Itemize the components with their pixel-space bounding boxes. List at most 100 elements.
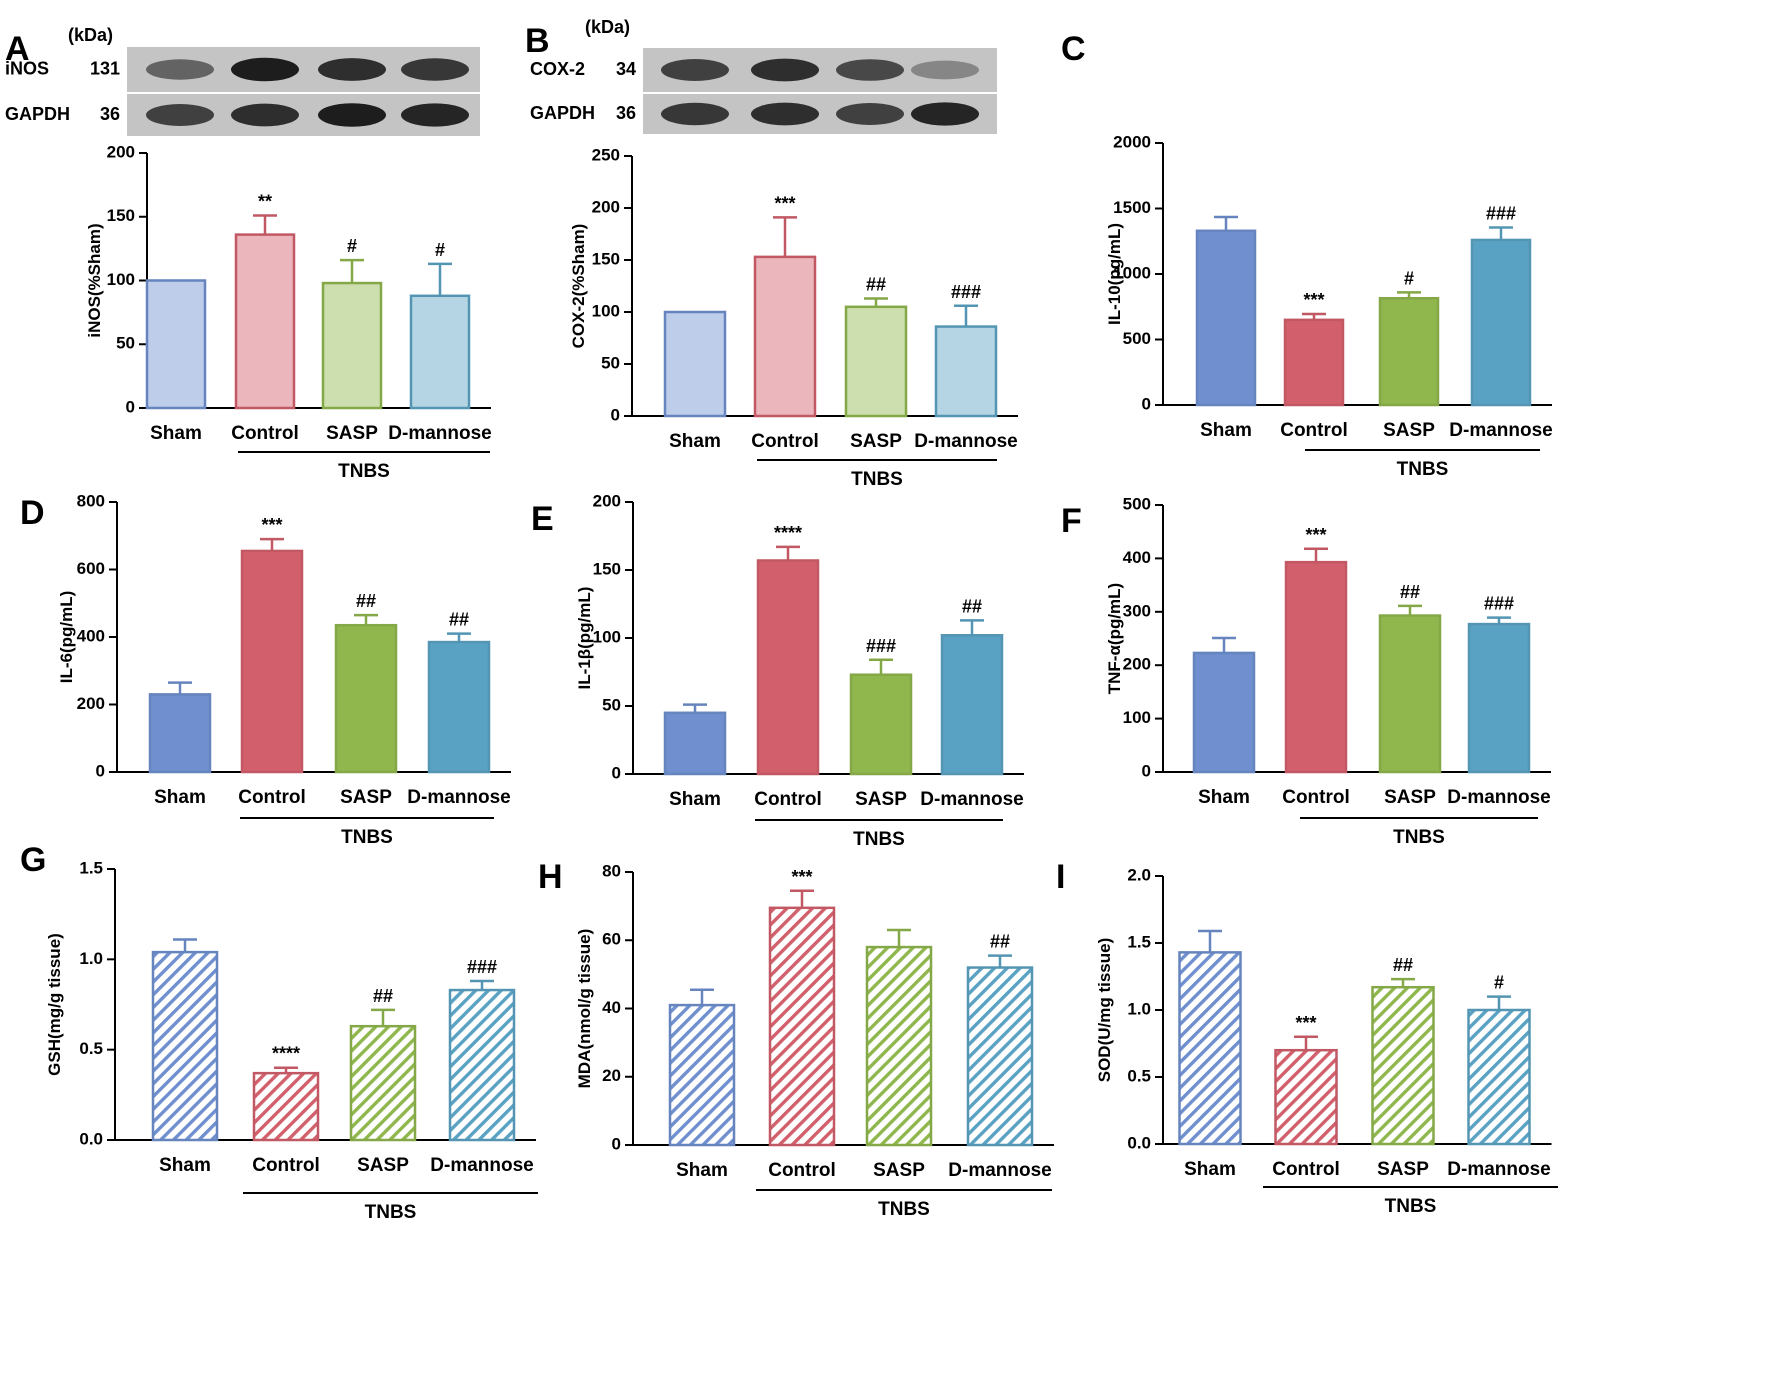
significance-label: ****: [774, 523, 802, 543]
bar-dmannose: [934, 325, 998, 418]
significance-label: #: [435, 240, 445, 260]
blot-band: [836, 59, 904, 81]
y-tick-label: 500: [1123, 329, 1151, 348]
panel-letter: B: [525, 22, 550, 60]
bar-sasp: [321, 281, 383, 410]
blot-kda-value: 131: [90, 58, 120, 78]
bar-control: [252, 1071, 320, 1142]
y-tick-label: 100: [592, 301, 620, 320]
bar-control: [1274, 1048, 1338, 1146]
blot-band: [146, 59, 214, 80]
blot-protein-name: COX-2: [530, 59, 585, 79]
x-tick-label: Sham: [150, 423, 202, 444]
significance-label: ##: [1393, 955, 1413, 975]
x-tick-label: D-mannose: [407, 787, 510, 808]
blot-band: [661, 59, 729, 81]
y-tick-label: 0.0: [79, 1129, 103, 1148]
x-tick-label: Sham: [669, 431, 721, 452]
significance-label: ###: [1486, 203, 1516, 223]
y-tick-label: 1.0: [1127, 999, 1151, 1018]
x-tick-label: Sham: [669, 789, 721, 810]
significance-label: #: [1404, 268, 1414, 288]
y-tick-label: 0.0: [1127, 1133, 1151, 1152]
y-tick-label: 0.5: [1127, 1066, 1151, 1085]
blot-band: [231, 103, 299, 127]
significance-label: ###: [866, 636, 896, 656]
significance-label: ***: [1305, 525, 1326, 545]
panel-c: C 0 500 1000 1500 2000 IL-10(pg/mL) Sham *** Cont…: [1061, 30, 1553, 480]
y-tick-label: 0: [1142, 394, 1151, 413]
blot-band: [836, 103, 904, 125]
x-tick-label: D-mannose: [1447, 787, 1550, 808]
x-tick-label: D-mannose: [388, 423, 491, 444]
significance-label: ***: [1295, 1013, 1316, 1033]
x-tick-label: Control: [751, 431, 819, 452]
y-tick-label: 1000: [1113, 263, 1151, 282]
blot-kda-value: 34: [616, 59, 636, 79]
significance-label: **: [258, 191, 272, 211]
y-tick-label: 60: [602, 930, 621, 949]
significance-label: ***: [774, 193, 795, 213]
significance-label: ##: [866, 274, 886, 294]
significance-label: ###: [1484, 594, 1514, 614]
y-tick-label: 400: [77, 626, 105, 645]
y-axis-title: TNF-α(pg/mL): [1105, 583, 1124, 694]
y-tick-label: 600: [77, 559, 105, 578]
y-tick-label: 150: [107, 206, 135, 225]
significance-label: ##: [373, 986, 393, 1006]
y-tick-label: 200: [77, 694, 105, 713]
y-tick-label: 150: [593, 559, 621, 578]
panel-b: B (kDa) COX-2 34 GAPDH 36 0 50 100 150 200 250 COX-2…: [525, 17, 1018, 490]
significance-label: ##: [449, 610, 469, 630]
y-axis-title: IL-10(pg/mL): [1105, 223, 1124, 325]
panel-letter: H: [538, 858, 563, 896]
y-tick-label: 500: [1123, 494, 1151, 513]
x-tick-label: Control: [1282, 787, 1350, 808]
y-tick-label: 800: [77, 491, 105, 510]
panel-g: G 0.0 0.5 1.0 1.5 GSH(mg/g tissue) Sham **** Con…: [20, 841, 538, 1223]
blot-band: [751, 102, 819, 126]
x-tick-label: SASP: [1383, 420, 1435, 441]
blot-kda-value: 36: [100, 104, 120, 124]
x-tick-label: SASP: [357, 1155, 409, 1176]
panel-letter: I: [1056, 858, 1065, 896]
panel-letter: A: [5, 30, 30, 68]
x-tick-label: Sham: [1198, 787, 1250, 808]
blot-band: [661, 102, 729, 126]
group-label: TNBS: [341, 827, 393, 848]
x-tick-label: Control: [231, 423, 299, 444]
blot-band: [146, 104, 214, 126]
blot-band: [401, 58, 469, 81]
y-tick-label: 0: [1142, 761, 1151, 780]
x-tick-label: Control: [252, 1155, 320, 1176]
x-tick-label: SASP: [1384, 787, 1436, 808]
panel-letter: F: [1061, 502, 1082, 540]
x-tick-label: D-mannose: [430, 1155, 533, 1176]
x-tick-label: SASP: [340, 787, 392, 808]
x-tick-label: Control: [1272, 1159, 1340, 1180]
y-tick-label: 200: [593, 491, 621, 510]
bar-sasp: [865, 945, 933, 1147]
significance-label: ****: [272, 1044, 300, 1064]
y-tick-label: 150: [592, 249, 620, 268]
group-label: TNBS: [365, 1202, 417, 1223]
panel-d: D 0 200 400 600 800 IL-6(pg/mL) Sham *** Control #…: [20, 491, 511, 848]
bar-dmannose: [966, 966, 1034, 1147]
x-tick-label: SASP: [850, 431, 902, 452]
blot-kda-value: 36: [616, 103, 636, 123]
significance-label: ***: [791, 867, 812, 887]
y-tick-label: 50: [601, 353, 620, 372]
y-axis-title: IL-6(pg/mL): [57, 591, 76, 684]
significance-label: ###: [467, 957, 497, 977]
y-axis-title: SOD(U/mg tissue): [1095, 938, 1114, 1083]
panel-letter: G: [20, 841, 46, 879]
y-tick-label: 1.0: [79, 949, 103, 968]
significance-label: ##: [962, 596, 982, 616]
significance-label: ***: [1303, 290, 1324, 310]
y-tick-label: 100: [593, 627, 621, 646]
bar-sasp: [334, 623, 398, 774]
bar-sham: [151, 950, 219, 1142]
x-tick-label: SASP: [326, 423, 378, 444]
y-axis-title: iNOS(%Sham): [85, 223, 104, 337]
blot-band: [318, 103, 386, 127]
